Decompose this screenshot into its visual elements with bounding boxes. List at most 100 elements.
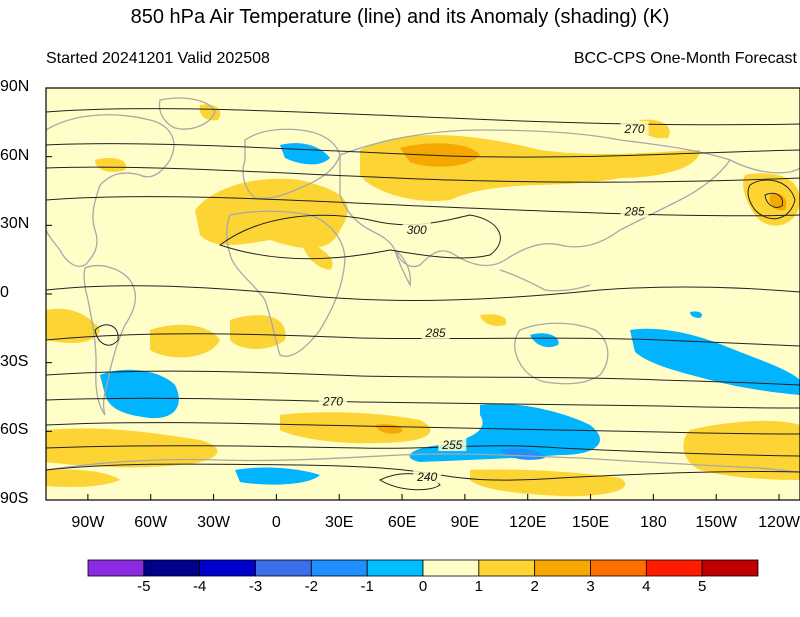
run-info-label: Started 20241201 Valid 202508 [46, 50, 270, 67]
anomaly-patch [280, 412, 431, 444]
colorbar-swatch [422, 559, 480, 577]
longitude-label: 150E [571, 514, 610, 531]
colorbar-label: 4 [642, 578, 651, 595]
colorbar-swatch [478, 559, 536, 577]
longitude-label: 180 [640, 514, 667, 531]
anomaly-patch [195, 178, 348, 249]
coastline-south-america [83, 265, 137, 416]
chart-title: 850 hPa Air Temperature (line) and its A… [130, 6, 670, 28]
colorbar-label: 1 [474, 578, 483, 595]
anomaly-patch [470, 469, 626, 497]
contour-line [378, 473, 441, 491]
contour-label: 285 [425, 326, 446, 340]
anomaly-patch [150, 324, 220, 358]
contour-label: 240 [416, 470, 437, 484]
coastline-india [393, 248, 411, 288]
contour-label-bg [620, 121, 649, 136]
colorbar-label: -3 [248, 578, 263, 595]
contour-label: 255 [441, 438, 462, 452]
colorbar-label: 5 [697, 578, 707, 595]
colorbar-swatch [701, 559, 759, 577]
latitude-label: 30S [0, 352, 29, 370]
anomaly-patch [46, 428, 218, 468]
longitude-label: 60W [134, 514, 168, 531]
colorbar-label: -4 [192, 578, 207, 595]
coastline-europe [242, 128, 341, 200]
longitude-label: 120E [509, 514, 547, 531]
coastline-greenland [158, 97, 216, 130]
coastline-southeast-asia [499, 269, 591, 292]
contour-line [747, 179, 796, 220]
anomaly-patch [95, 158, 126, 172]
contour-line [46, 333, 800, 347]
contour-line [94, 324, 119, 346]
colorbar-swatch [366, 559, 424, 577]
coastline-north-america [46, 114, 175, 267]
longitude-label: 30E [324, 514, 354, 531]
anomaly-patch [46, 469, 120, 488]
longitude-label: 60E [387, 514, 417, 531]
contour-label-bg [402, 221, 431, 236]
colorbar-label: -2 [304, 578, 318, 595]
negative-anomaly-core [500, 448, 545, 460]
coastline-north-pacific [729, 159, 800, 174]
contour-label: 270 [624, 122, 645, 136]
latitude-label: 90S [0, 490, 29, 507]
contour-line [764, 192, 784, 208]
longitude-label: 90E [450, 514, 480, 531]
strong-positive-anomaly-shading [375, 143, 787, 434]
anomaly-patch [280, 143, 330, 165]
colorbar-label: 3 [586, 578, 595, 595]
colorbar-label: -5 [137, 578, 151, 595]
contour-labels: 270 285 300 285 270 255 240 [318, 121, 649, 484]
contour-line [218, 214, 501, 260]
colorbar-swatch [310, 559, 368, 577]
anomaly-patch [480, 314, 507, 326]
axis-ticks [46, 87, 780, 501]
latitude-label: 0 [0, 284, 9, 301]
coastline-antarctica [46, 453, 800, 473]
coastlines [46, 97, 800, 473]
longitude-label: 0 [271, 514, 281, 531]
contour-label: 285 [624, 205, 645, 219]
longitude-label: 30W [197, 514, 230, 531]
anomaly-patch [690, 311, 702, 318]
anomaly-patch [400, 143, 480, 167]
colorbar-swatch [590, 559, 647, 577]
colorbar [87, 559, 759, 577]
colorbar-label: 0 [418, 578, 428, 595]
latitude-label: 60S [0, 421, 29, 439]
contour-line [46, 422, 800, 435]
forecast-product-label: BCC-CPS One-Month Forecast [573, 50, 797, 67]
latitude-label: 60N [0, 146, 30, 164]
anomaly-patch [630, 328, 800, 395]
colorbar-label: -1 [360, 578, 374, 595]
anomaly-patch [530, 333, 559, 348]
contour-label-bg [421, 324, 450, 339]
longitude-label: 150W [695, 514, 738, 531]
anomaly-patch [46, 308, 100, 343]
colorbar-swatch [87, 559, 145, 577]
contour-line [46, 397, 800, 409]
colorbar-swatch [534, 559, 591, 577]
contour-line [46, 143, 800, 158]
contour-label-bg [413, 469, 442, 484]
anomaly-patch [199, 104, 221, 121]
latitude-label: 30N [0, 215, 30, 233]
contour-line [46, 166, 800, 183]
longitude-label: 90W [71, 514, 105, 531]
contour-line [46, 196, 800, 217]
contour-line [46, 285, 800, 301]
colorbar-label: 2 [530, 578, 539, 595]
contour-line [46, 108, 800, 126]
contour-line [46, 370, 800, 386]
contour-label: 300 [407, 223, 427, 237]
colorbar-swatch [255, 559, 312, 577]
anomaly-patch [500, 448, 545, 460]
anomaly-patch [300, 240, 333, 270]
anomaly-patch [235, 467, 320, 485]
colorbar-swatch [199, 559, 256, 577]
coastline-australia [514, 322, 609, 385]
colorbar-swatch [645, 559, 703, 577]
